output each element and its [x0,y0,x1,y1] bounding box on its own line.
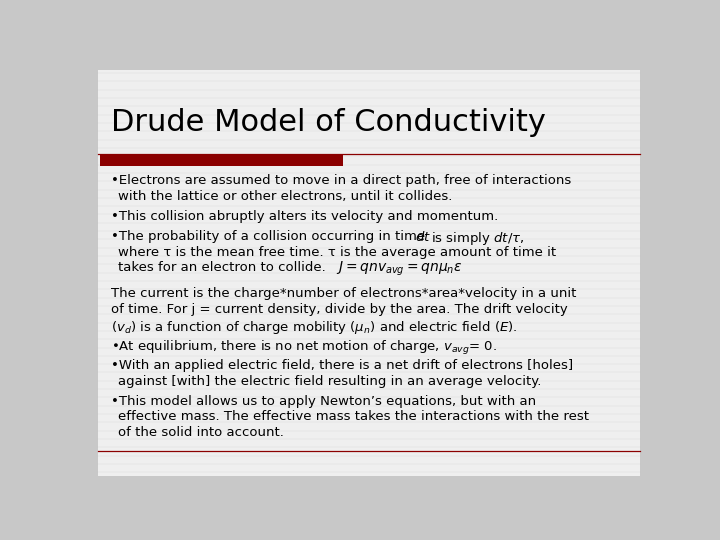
Text: where τ is the mean free time. τ is the average amount of time it: where τ is the mean free time. τ is the … [118,246,556,259]
Text: Drude Model of Conductivity: Drude Model of Conductivity [111,109,546,138]
Text: •The probability of a collision occurring in time: •The probability of a collision occurrin… [111,230,430,243]
Text: ($v_d$) is a function of charge mobility ($\mu_n$) and electric field ($E$).: ($v_d$) is a function of charge mobility… [111,319,518,336]
Text: $dt$: $dt$ [415,230,431,244]
Text: is simply $dt/\tau$,: is simply $dt/\tau$, [431,230,524,247]
Text: $J = qnv_{avg} = qn\mu_n\varepsilon$: $J = qnv_{avg} = qn\mu_n\varepsilon$ [336,259,462,278]
Text: of the solid into account.: of the solid into account. [118,426,284,440]
Text: •At equilibrium, there is no net motion of charge, $v_{avg}$= 0.: •At equilibrium, there is no net motion … [111,339,498,357]
Text: of time. For j = current density, divide by the area. The drift velocity: of time. For j = current density, divide… [111,303,568,316]
FancyBboxPatch shape [100,154,343,166]
Text: takes for an electron to collide.: takes for an electron to collide. [118,261,325,274]
Text: with the lattice or other electrons, until it collides.: with the lattice or other electrons, unt… [118,190,452,203]
Text: against [with] the electric field resulting in an average velocity.: against [with] the electric field result… [118,375,541,388]
Text: effective mass. The effective mass takes the interactions with the rest: effective mass. The effective mass takes… [118,410,589,423]
Text: The current is the charge*number of electrons*area*velocity in a unit: The current is the charge*number of elec… [111,287,577,300]
Text: •This collision abruptly alters its velocity and momentum.: •This collision abruptly alters its velo… [111,210,498,223]
FancyBboxPatch shape [98,70,640,476]
Text: •Electrons are assumed to move in a direct path, free of interactions: •Electrons are assumed to move in a dire… [111,174,572,187]
Text: •With an applied electric field, there is a net drift of electrons [holes]: •With an applied electric field, there i… [111,359,573,372]
Text: •This model allows us to apply Newton’s equations, but with an: •This model allows us to apply Newton’s … [111,395,536,408]
